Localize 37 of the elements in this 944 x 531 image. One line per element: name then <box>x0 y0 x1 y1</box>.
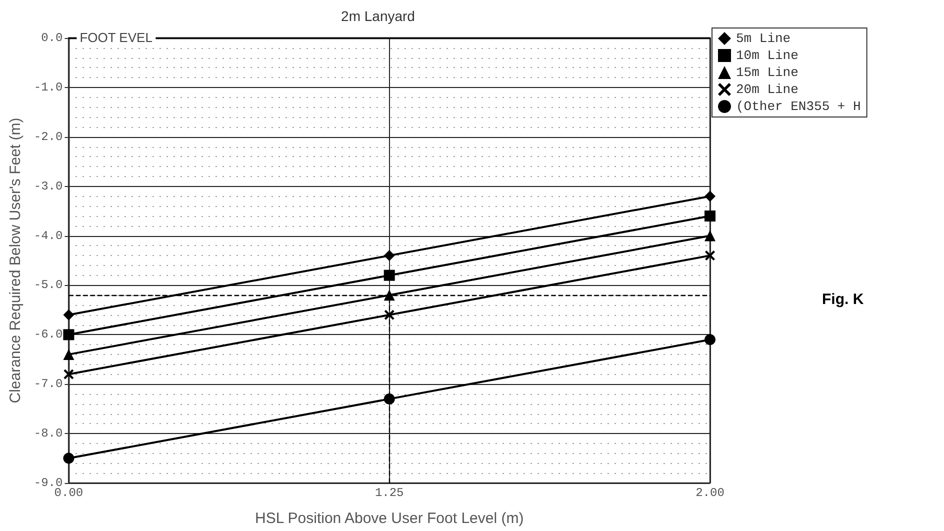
point <box>384 310 394 320</box>
point <box>705 250 715 261</box>
point <box>384 290 395 301</box>
point <box>63 309 74 320</box>
x-tick-label: 1.25 <box>374 486 404 500</box>
point <box>704 190 716 202</box>
text: Fig. K <box>822 291 864 308</box>
legend-label: 10m Line <box>736 48 798 63</box>
y-tick-label: -5.0 <box>34 278 63 292</box>
point <box>63 329 74 340</box>
y-tick-label: -1.0 <box>34 80 63 94</box>
legend-label: 5m Line <box>736 31 791 46</box>
x-tick-label: 0.00 <box>54 486 84 500</box>
point <box>704 210 716 222</box>
ref-line-label: FOOT EVEL <box>80 30 152 45</box>
legend-label: 20m Line <box>736 82 798 97</box>
legend-label: (Other EN355 + H <box>736 99 861 114</box>
y-tick-label: -7.0 <box>34 377 63 392</box>
point <box>384 270 395 281</box>
y-axis-title: Clearance Required Below User's Feet (m) <box>7 118 24 404</box>
point <box>64 369 74 380</box>
y-tick-label: -2.0 <box>34 130 63 144</box>
y-tick-label: -3.0 <box>34 179 63 194</box>
x-axis-title: HSL Position Above User Foot Level (m) <box>254 510 524 527</box>
legend-label: 15m Line <box>736 65 798 80</box>
point <box>63 452 74 464</box>
chart-title: 2m Lanyard <box>341 8 415 24</box>
point <box>63 348 74 360</box>
point <box>704 334 716 346</box>
y-tick-label: -4.0 <box>34 228 63 243</box>
point <box>704 230 716 242</box>
point <box>384 250 395 262</box>
point <box>384 393 395 404</box>
y-tick-label: -8.0 <box>34 426 63 441</box>
y-tick-label: 0.0 <box>41 31 63 45</box>
y-tick-label: -6.0 <box>34 328 63 342</box>
x-tick-label: 2.00 <box>696 486 724 500</box>
